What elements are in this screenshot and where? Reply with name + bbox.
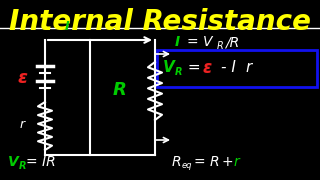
FancyBboxPatch shape	[157, 50, 317, 87]
Text: I: I	[65, 20, 69, 33]
Text: - I: - I	[221, 60, 236, 75]
Text: R: R	[172, 155, 182, 169]
Text: r: r	[234, 155, 240, 169]
Text: r: r	[245, 60, 251, 75]
Text: ε: ε	[17, 69, 27, 87]
Text: V: V	[163, 60, 175, 75]
Text: ε: ε	[203, 59, 212, 77]
Text: =: =	[183, 60, 201, 75]
Text: Internal Resistance: Internal Resistance	[9, 8, 311, 36]
Text: /R: /R	[225, 35, 239, 49]
Text: r: r	[20, 118, 25, 132]
Text: R: R	[19, 161, 27, 171]
Text: R: R	[217, 41, 224, 51]
Text: R: R	[175, 67, 182, 77]
Text: = R: = R	[194, 155, 220, 169]
Text: +: +	[222, 155, 234, 169]
Text: I: I	[175, 35, 180, 49]
Text: R: R	[113, 81, 127, 99]
Text: = V: = V	[187, 35, 212, 49]
Text: = IR: = IR	[26, 155, 56, 169]
Text: V: V	[8, 155, 19, 169]
Text: eq: eq	[182, 161, 193, 170]
